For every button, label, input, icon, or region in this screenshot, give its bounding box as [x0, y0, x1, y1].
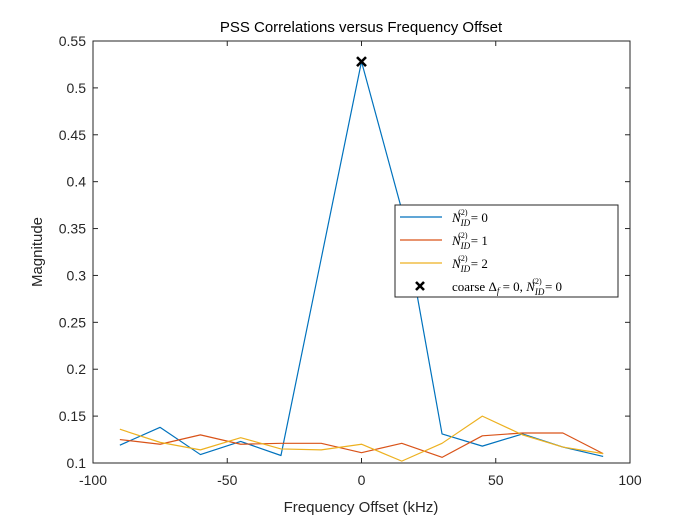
legend-label-1: NID(2) = 1	[451, 231, 488, 251]
x-tick-label: 50	[488, 472, 504, 488]
legend: NID(2) = 0 NID(2) = 1 NID(2) = 2 coarse Δf …	[394, 204, 619, 298]
y-tick-label: 0.35	[59, 221, 86, 237]
y-tick-label: 0.55	[59, 33, 86, 49]
peak-marker	[356, 56, 367, 68]
series-line-1	[119, 432, 604, 458]
y-tick-label: 0.2	[67, 361, 87, 377]
x-tick-label: -100	[79, 472, 107, 488]
chart-title: PSS Correlations versus Frequency Offset	[220, 19, 503, 36]
y-axis: 0.1 0.15 0.2 0.25 0.3 0.35 0.4 0.45 0.5 0.55	[59, 33, 630, 471]
x-tick-label: 100	[618, 472, 642, 488]
y-tick-label: 0.15	[59, 408, 86, 424]
legend-box	[394, 204, 619, 298]
y-tick-label: 0.4	[67, 174, 87, 190]
y-tick-label: 0.5	[67, 80, 87, 96]
y-tick-label: 0.1	[67, 455, 87, 471]
x-tick-label: -50	[217, 472, 237, 488]
y-axis-title: Magnitude	[29, 217, 46, 287]
legend-marker-swatch	[415, 281, 425, 291]
y-tick-label: 0.3	[67, 267, 87, 283]
legend-label-0: NID(2) = 0	[451, 208, 488, 228]
y-tick-label: 0.45	[59, 127, 86, 143]
legend-label-2: NID(2) = 2	[451, 254, 488, 274]
x-axis-title: Frequency Offset (kHz)	[284, 499, 439, 516]
x-tick-label: 0	[358, 472, 366, 488]
x-axis: -100 -50 0 50 100	[79, 41, 642, 488]
series-line-2	[119, 415, 604, 462]
legend-label-3: coarse Δf = 0, NID(2) = 0	[452, 277, 562, 297]
peak-marker-layer	[356, 56, 367, 68]
y-tick-label: 0.25	[59, 314, 86, 330]
